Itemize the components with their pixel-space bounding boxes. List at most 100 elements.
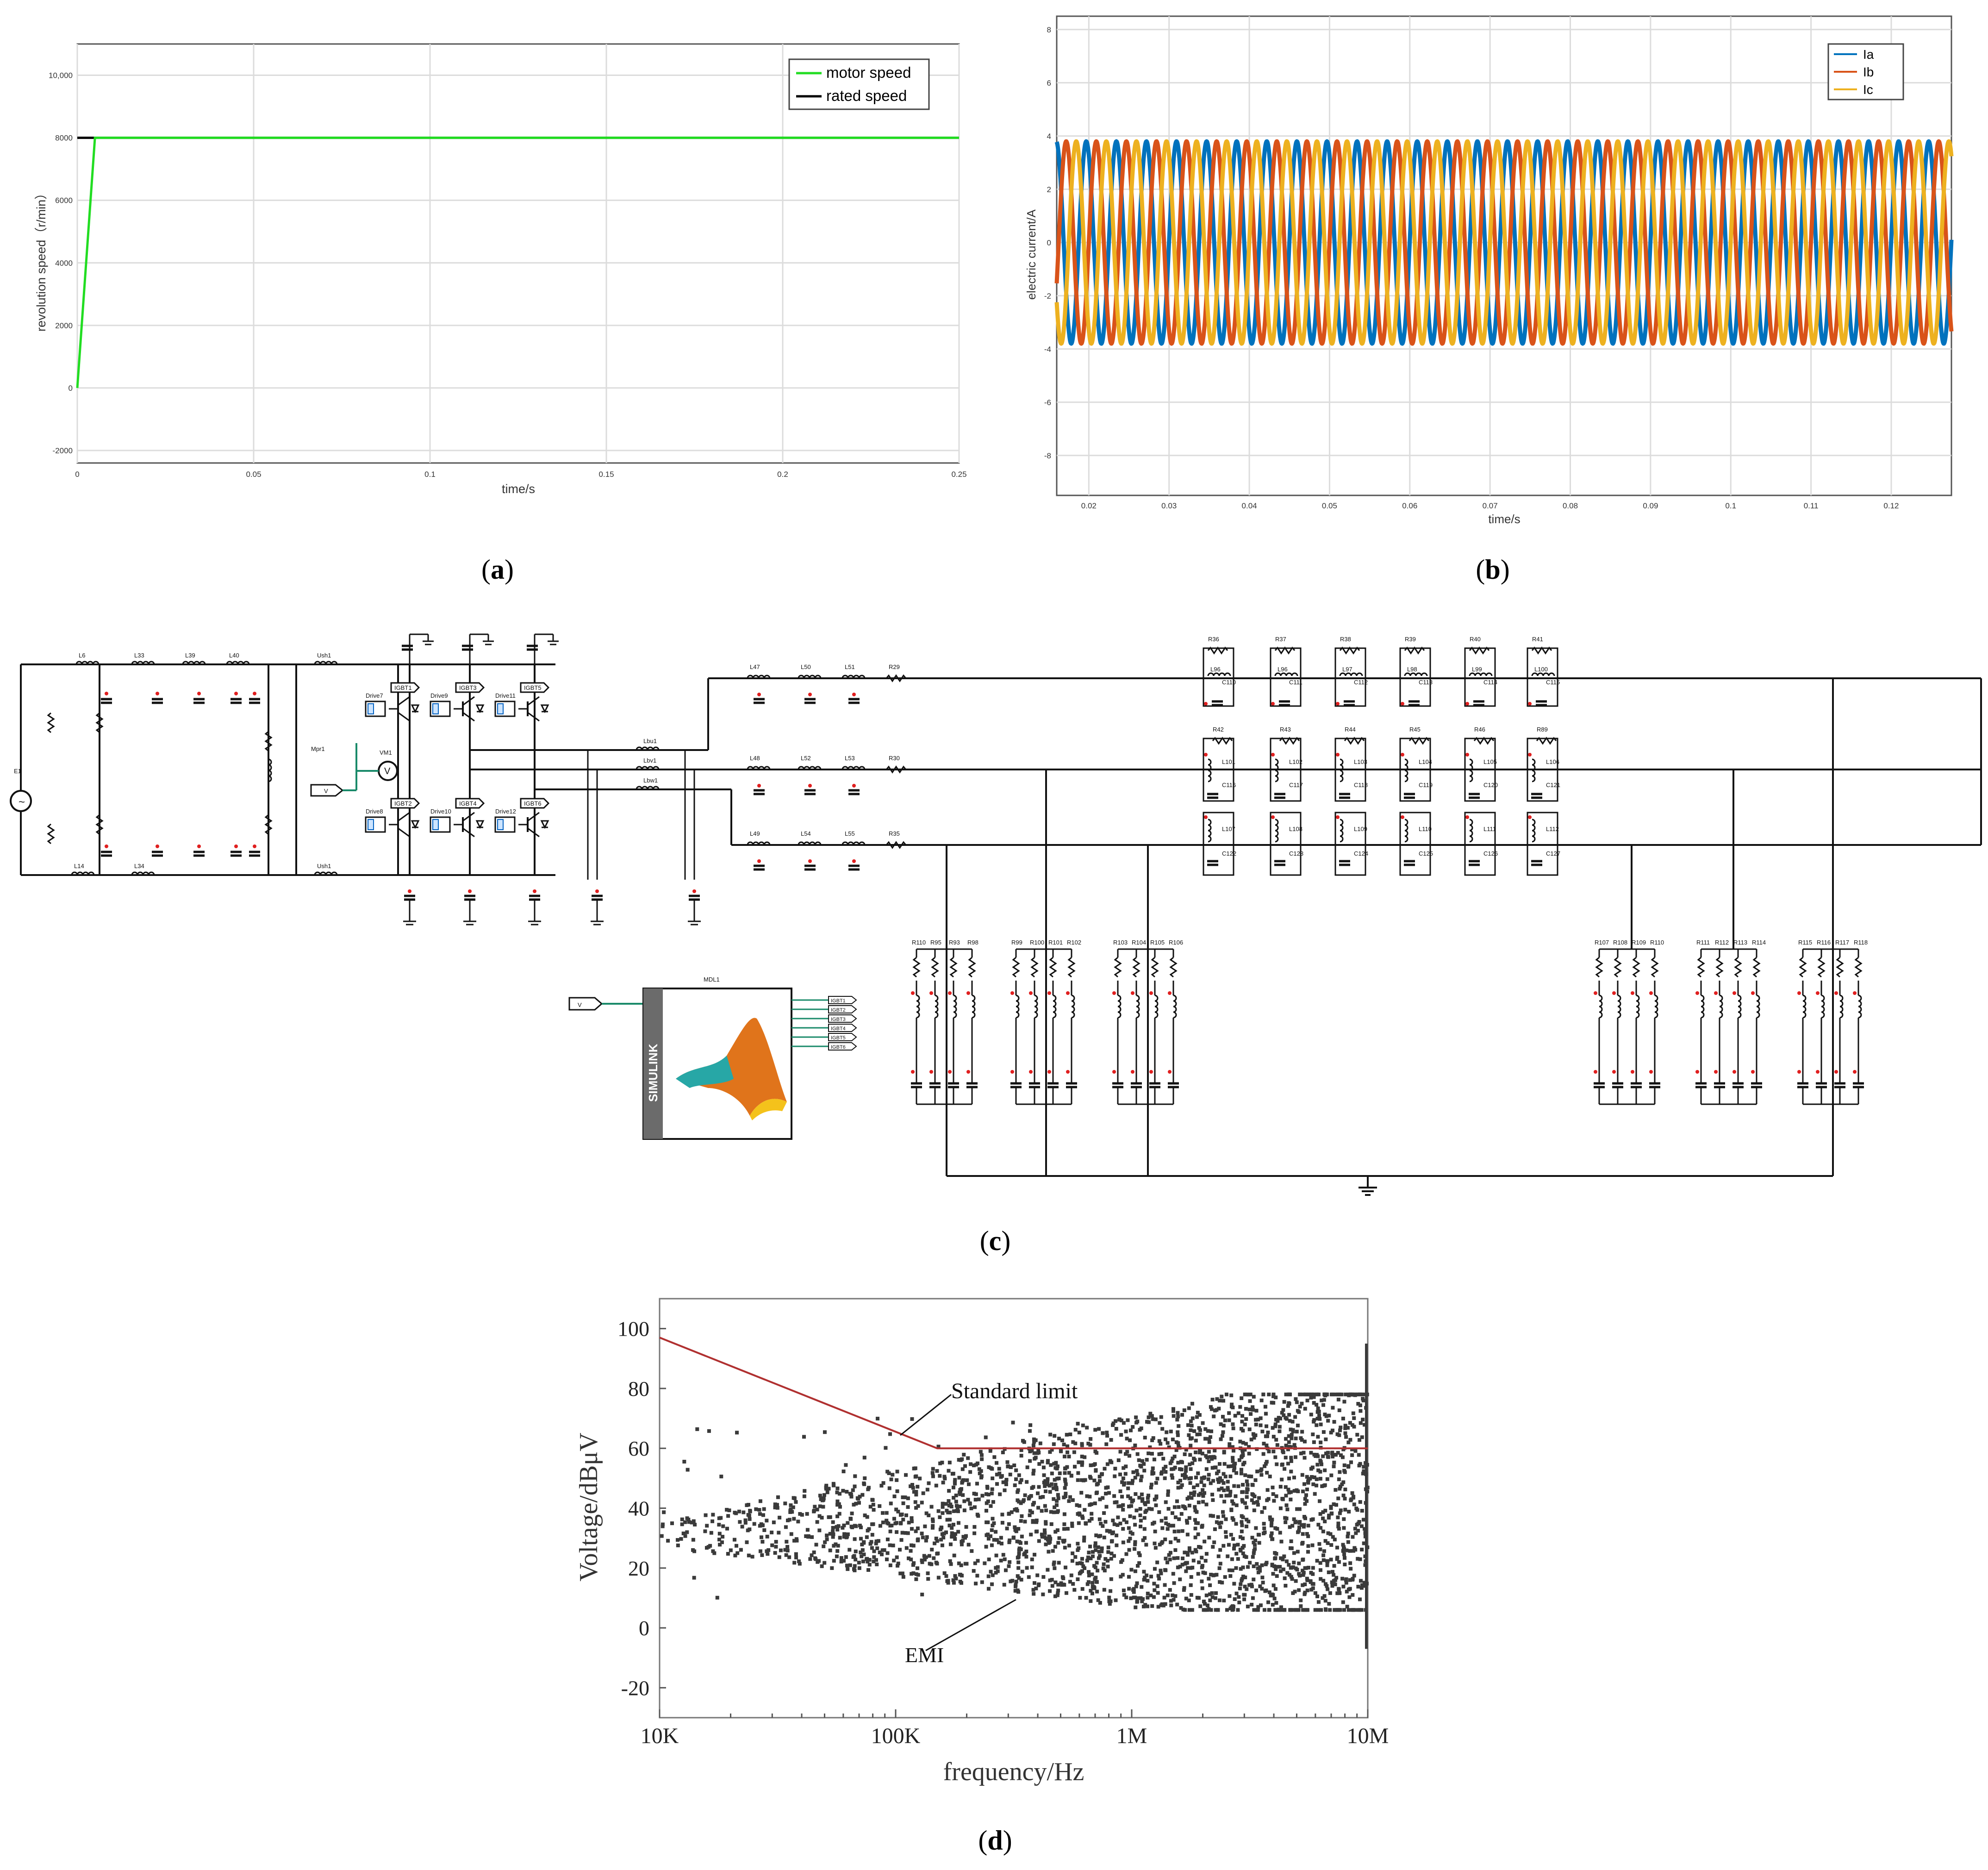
rlc-label: C115: [1546, 679, 1560, 686]
emi-point: [1338, 1428, 1342, 1432]
emi-point: [1033, 1552, 1037, 1557]
emi-point: [791, 1496, 796, 1500]
emi-point: [914, 1577, 918, 1581]
ladder-label: R117: [1835, 939, 1849, 946]
b-xtick-label: 0.11: [1804, 501, 1819, 510]
emi-point: [854, 1557, 858, 1562]
emi-point: [1263, 1506, 1267, 1510]
emi-point: [1344, 1435, 1348, 1439]
emi-point: [1230, 1499, 1234, 1503]
emi-point: [1313, 1492, 1317, 1496]
emi-point: [1341, 1480, 1346, 1484]
emi-point: [1040, 1460, 1044, 1464]
motor-label-mpr: Mpr1: [311, 745, 325, 752]
emi-point: [1253, 1478, 1258, 1482]
emi-point: [831, 1526, 835, 1530]
emi-point: [1153, 1541, 1157, 1545]
emi-point: [1001, 1451, 1005, 1455]
emi-point: [1308, 1476, 1312, 1481]
emi-point: [1183, 1505, 1187, 1509]
emi-point: [895, 1489, 899, 1493]
emi-point: [1154, 1503, 1158, 1507]
rlc-cell: [1527, 647, 1558, 707]
igbt-collector: [462, 812, 475, 822]
emi-point: [1360, 1583, 1365, 1587]
emi-point: [1016, 1560, 1021, 1564]
emi-point: [1333, 1582, 1337, 1587]
emi-point: [795, 1539, 799, 1543]
node-marker: [1131, 991, 1134, 995]
emi-point: [935, 1562, 939, 1566]
lpf-resistor: [885, 841, 907, 849]
emi-point: [1037, 1539, 1041, 1543]
emi-point: [1297, 1561, 1301, 1565]
emi-point: [1278, 1425, 1282, 1429]
emi-point: [881, 1511, 885, 1515]
emi-point: [1025, 1566, 1029, 1570]
emi-point: [1311, 1482, 1315, 1486]
rlc-inductor: [1404, 672, 1428, 676]
emi-point: [1320, 1398, 1324, 1402]
emi-point: [1221, 1514, 1226, 1518]
emi-point: [1226, 1488, 1230, 1492]
rlc-label: C111: [1289, 679, 1302, 686]
emi-point: [1115, 1500, 1119, 1504]
emi-point: [1240, 1498, 1244, 1502]
emi-point: [913, 1500, 917, 1504]
emi-point: [1155, 1584, 1159, 1589]
emi-point: [1315, 1463, 1320, 1467]
emi-point: [1086, 1555, 1090, 1559]
emi-point: [914, 1506, 918, 1510]
svg-text:V: V: [384, 766, 391, 776]
emi-point: [1316, 1406, 1320, 1410]
emi-point: [1133, 1595, 1137, 1600]
emi-point: [1193, 1508, 1197, 1513]
igbt-emitter: [398, 712, 410, 722]
node-marker: [1834, 1070, 1838, 1074]
b-xtick-label: 0.07: [1483, 501, 1498, 510]
ladder-label: R110: [912, 939, 926, 946]
emi-point: [1007, 1522, 1011, 1526]
emi-point: [1019, 1519, 1023, 1523]
emi-point: [991, 1573, 995, 1577]
emi-point: [1236, 1543, 1240, 1547]
emi-point: [909, 1549, 913, 1553]
emi-point: [1326, 1419, 1330, 1423]
emi-point: [860, 1493, 865, 1497]
node-marker: [948, 1070, 952, 1074]
emi-point: [1357, 1453, 1361, 1457]
emi-point: [842, 1523, 846, 1527]
emi-point: [1165, 1560, 1169, 1564]
emi-point: [789, 1503, 793, 1507]
rlc-label: L102: [1289, 758, 1302, 765]
emi-point: [1009, 1465, 1013, 1469]
emi-point: [1259, 1469, 1263, 1473]
emi-point: [1067, 1454, 1071, 1458]
emi-point: [1159, 1569, 1163, 1573]
emi-point: [945, 1508, 949, 1513]
emi-point: [885, 1557, 889, 1562]
emi-point: [1282, 1554, 1286, 1558]
lpf-inductor: [798, 675, 822, 679]
emi-point: [1312, 1395, 1316, 1399]
emi-point: [947, 1489, 951, 1493]
emi-point: [1213, 1456, 1217, 1460]
emi-point: [831, 1532, 835, 1536]
emi-point: [1115, 1533, 1119, 1538]
emi-point: [1266, 1600, 1271, 1604]
emi-point: [1341, 1416, 1345, 1420]
emi-point: [1315, 1477, 1319, 1481]
emi-point: [1172, 1454, 1177, 1458]
emi-point: [1304, 1493, 1308, 1497]
emi-point: [858, 1524, 862, 1528]
emi-point: [1047, 1534, 1051, 1539]
emi-point: [794, 1556, 798, 1560]
emi-point: [910, 1572, 914, 1576]
emi-point: [1327, 1413, 1331, 1418]
emi-point: [926, 1577, 930, 1581]
emi-point: [1198, 1432, 1202, 1436]
emi-point: [990, 1582, 994, 1586]
emi-point: [1049, 1510, 1053, 1514]
emi-point: [1072, 1450, 1076, 1454]
emi-point: [922, 1557, 927, 1562]
